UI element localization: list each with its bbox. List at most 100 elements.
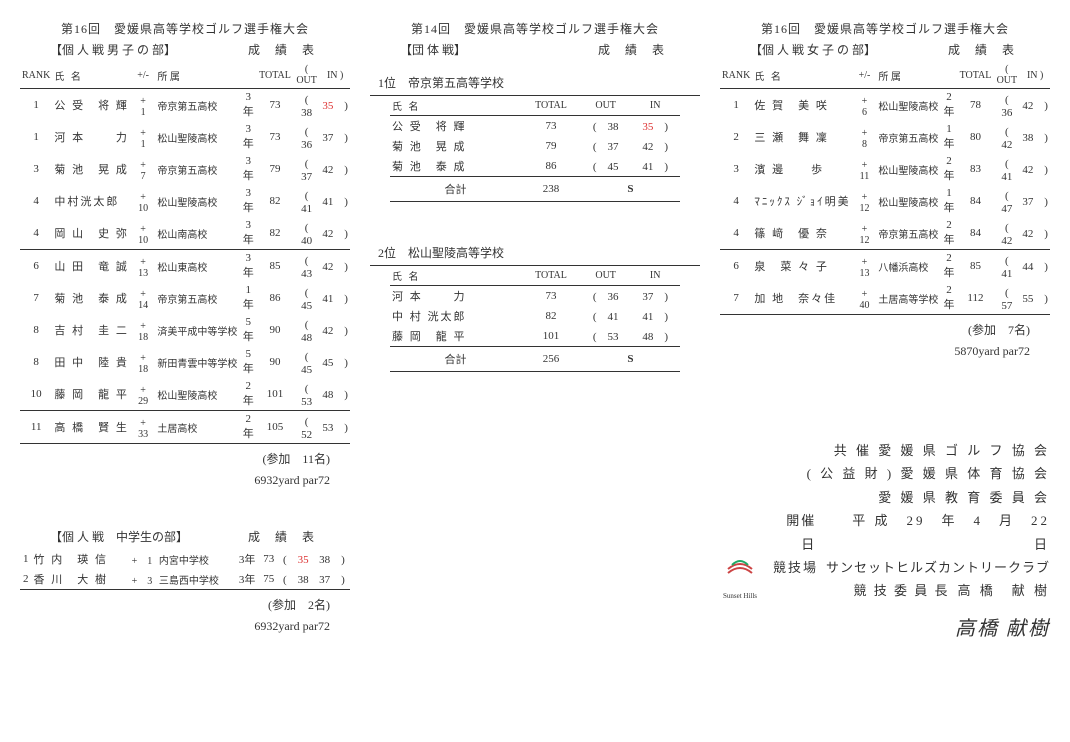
grade-cell: 1年 (940, 121, 957, 153)
out-cell: ( 45 (293, 346, 320, 378)
school-cell: 新田青雲中等学校 (155, 346, 239, 378)
rank-cell: 3 (20, 153, 52, 185)
team-table: 氏 名 TOTAL OUT IN 河 本 力73( 3637 )中 村 洸太郎8… (390, 266, 680, 372)
table-row: 1公 受 将 輝+ 1帝京第五高校3年73( 3835 ) (20, 89, 350, 122)
total-cell: 79 (257, 153, 293, 185)
rank-cell: 3 (720, 153, 752, 185)
jhs-subtitle: 【個 人 戦 中学生の部】 成 績 表 (20, 528, 350, 549)
womens-column: 第16回 愛媛県高等学校ゴルフ選手権大会 【個 人 戦 女 子 の 部】 成 績… (720, 20, 1050, 647)
school-cell: 松山聖陵高校 (876, 89, 940, 122)
team-sub-right: 成 績 表 (598, 41, 670, 58)
grade-cell: 3年 (239, 89, 257, 122)
grade-cell: 3年 (239, 250, 257, 283)
diff-cell: + 8 (853, 121, 877, 153)
wh-pm: +/- (853, 62, 877, 89)
team-column: 第14回 愛媛県高等学校ゴルフ選手権大会 【団 体 戦】 成 績 表 1位 帝京… (370, 20, 700, 647)
womens-subtitle: 【個 人 戦 女 子 の 部】 成 績 表 (720, 41, 1050, 62)
table-row: 3濱 邊 歩+ 11松山聖陵高校2年83( 4142 ) (720, 153, 1050, 185)
in-cell: 44 ) (1020, 250, 1050, 283)
womens-foot2: 5870yard par72 (720, 344, 1050, 359)
jhs-table: 1竹 内 瑛 信+ 1内宮中学校3年73( 3538 )2香 川 大 樹+ 3三… (20, 549, 350, 590)
diff-cell: + 18 (131, 346, 156, 378)
total-cell: 85 (958, 250, 994, 283)
rank-cell: 1 (720, 89, 752, 122)
name-cell: 加 地 奈々佳 (752, 282, 852, 315)
rank-cell: 2 (20, 569, 32, 590)
grade-cell: 3年 (235, 569, 260, 590)
in-cell: 42 ) (1020, 89, 1050, 122)
total-cell: 83 (958, 153, 994, 185)
total-cell: 84 (958, 217, 994, 250)
table-row: 10藤 岡 龍 平+ 29松山聖陵高校2年101( 5348 ) (20, 378, 350, 411)
grade-cell: 3年 (239, 185, 257, 217)
grade-cell: 3年 (239, 121, 257, 153)
name-cell: 竹 内 瑛 信 (32, 549, 127, 569)
table-row: 菊 池 晃 成79( 3742 ) (390, 136, 680, 156)
table-row: 公 受 将 輝73( 3835 ) (390, 116, 680, 137)
grade-cell: 2年 (940, 153, 957, 185)
h-total: TOTAL (257, 62, 293, 89)
table-row: 菊 池 泰 成86( 4541 ) (390, 156, 680, 177)
org-line: 愛 媛 県 教 育 委 員 会 (772, 486, 1050, 509)
grade-cell: 3年 (239, 153, 257, 185)
in-cell: 48 ) (320, 378, 350, 411)
name-cell: 公 受 将 輝 (52, 89, 131, 122)
out-cell: ( 38 (278, 569, 314, 590)
out-cell: ( 36 (993, 89, 1020, 122)
total-cell: 101 (257, 378, 293, 411)
mens-subtitle: 【個 人 戦 男 子 の 部】 成 績 表 (20, 41, 350, 62)
rank-cell: 6 (720, 250, 752, 283)
table-row: 1佐 賀 美 咲+ 6松山聖陵高校2年78( 3642 ) (720, 89, 1050, 122)
mens-foot2: 6932yard par72 (20, 473, 350, 488)
in-cell: 42 ) (320, 314, 350, 346)
table-row: 河 本 力73( 3637 ) (390, 286, 680, 307)
name-cell: 岡 山 史 弥 (52, 217, 131, 250)
h-out: ( OUT (293, 62, 320, 89)
diff-cell: + 40 (853, 282, 877, 315)
out-cell: ( 36 (293, 121, 320, 153)
total-cell: 82 (257, 185, 293, 217)
rank-cell: 4 (720, 217, 752, 250)
rank-cell: 1 (20, 121, 52, 153)
school-cell: 松山聖陵高校 (876, 185, 940, 217)
out-cell: ( 43 (293, 250, 320, 283)
school-cell: 土居高校 (155, 411, 239, 444)
diff-cell: + 33 (131, 411, 156, 444)
total-cell: 75 (260, 569, 278, 590)
out-cell: ( 40 (293, 217, 320, 250)
table-row: 7加 地 奈々佳+ 40土居高等学校2年112( 5755 ) (720, 282, 1050, 315)
diff-cell: + 11 (853, 153, 877, 185)
wh-total: TOTAL (958, 62, 994, 89)
grade-cell: 2年 (239, 378, 257, 411)
table-row: 8吉 村 圭 二+ 18済美平成中等学校5年90( 4842 ) (20, 314, 350, 346)
total-cell: 112 (958, 282, 994, 315)
total-cell: 73 (257, 89, 293, 122)
name-cell: 吉 村 圭 二 (52, 314, 131, 346)
total-cell: 78 (958, 89, 994, 122)
table-row: 中 村 洸太郎82( 4141 ) (390, 306, 680, 326)
womens-sub-left: 【個 人 戦 女 子 の 部】 (750, 41, 876, 58)
table-row: 7菊 池 泰 成+ 14帝京第五高校1年86( 4541 ) (20, 282, 350, 314)
out-cell: ( 35 (278, 549, 314, 569)
total-cell: 73 (260, 549, 278, 569)
school-cell: 土居高等学校 (876, 282, 940, 315)
table-row: 4岡 山 史 弥+ 10松山南高校3年82( 4042 ) (20, 217, 350, 250)
out-cell: ( 41 (293, 185, 320, 217)
diff-cell: + 10 (131, 217, 156, 250)
school-cell: 松山聖陵高校 (876, 153, 940, 185)
rank-cell: 1 (20, 89, 52, 122)
school-cell: 帝京第五高校 (155, 89, 239, 122)
total-cell: 85 (257, 250, 293, 283)
team-total-row: 合計238S (390, 177, 680, 202)
table-row: 1河 本 力+ 1松山聖陵高校3年73( 3637 ) (20, 121, 350, 153)
grade-cell: 1年 (940, 185, 957, 217)
out-cell: ( 57 (993, 282, 1020, 315)
diff-cell: + 12 (853, 185, 877, 217)
school-cell: 松山聖陵高校 (155, 121, 239, 153)
rank-cell: 6 (20, 250, 52, 283)
name-cell: 菊 池 晃 成 (52, 153, 131, 185)
mens-sub-left: 【個 人 戦 男 子 の 部】 (50, 41, 176, 58)
mens-column: 第16回 愛媛県高等学校ゴルフ選手権大会 【個 人 戦 男 子 の 部】 成 績… (20, 20, 350, 647)
rank-cell: 8 (20, 314, 52, 346)
table-row: 11高 橋 賢 生+ 33土居高校2年105( 5253 ) (20, 411, 350, 444)
